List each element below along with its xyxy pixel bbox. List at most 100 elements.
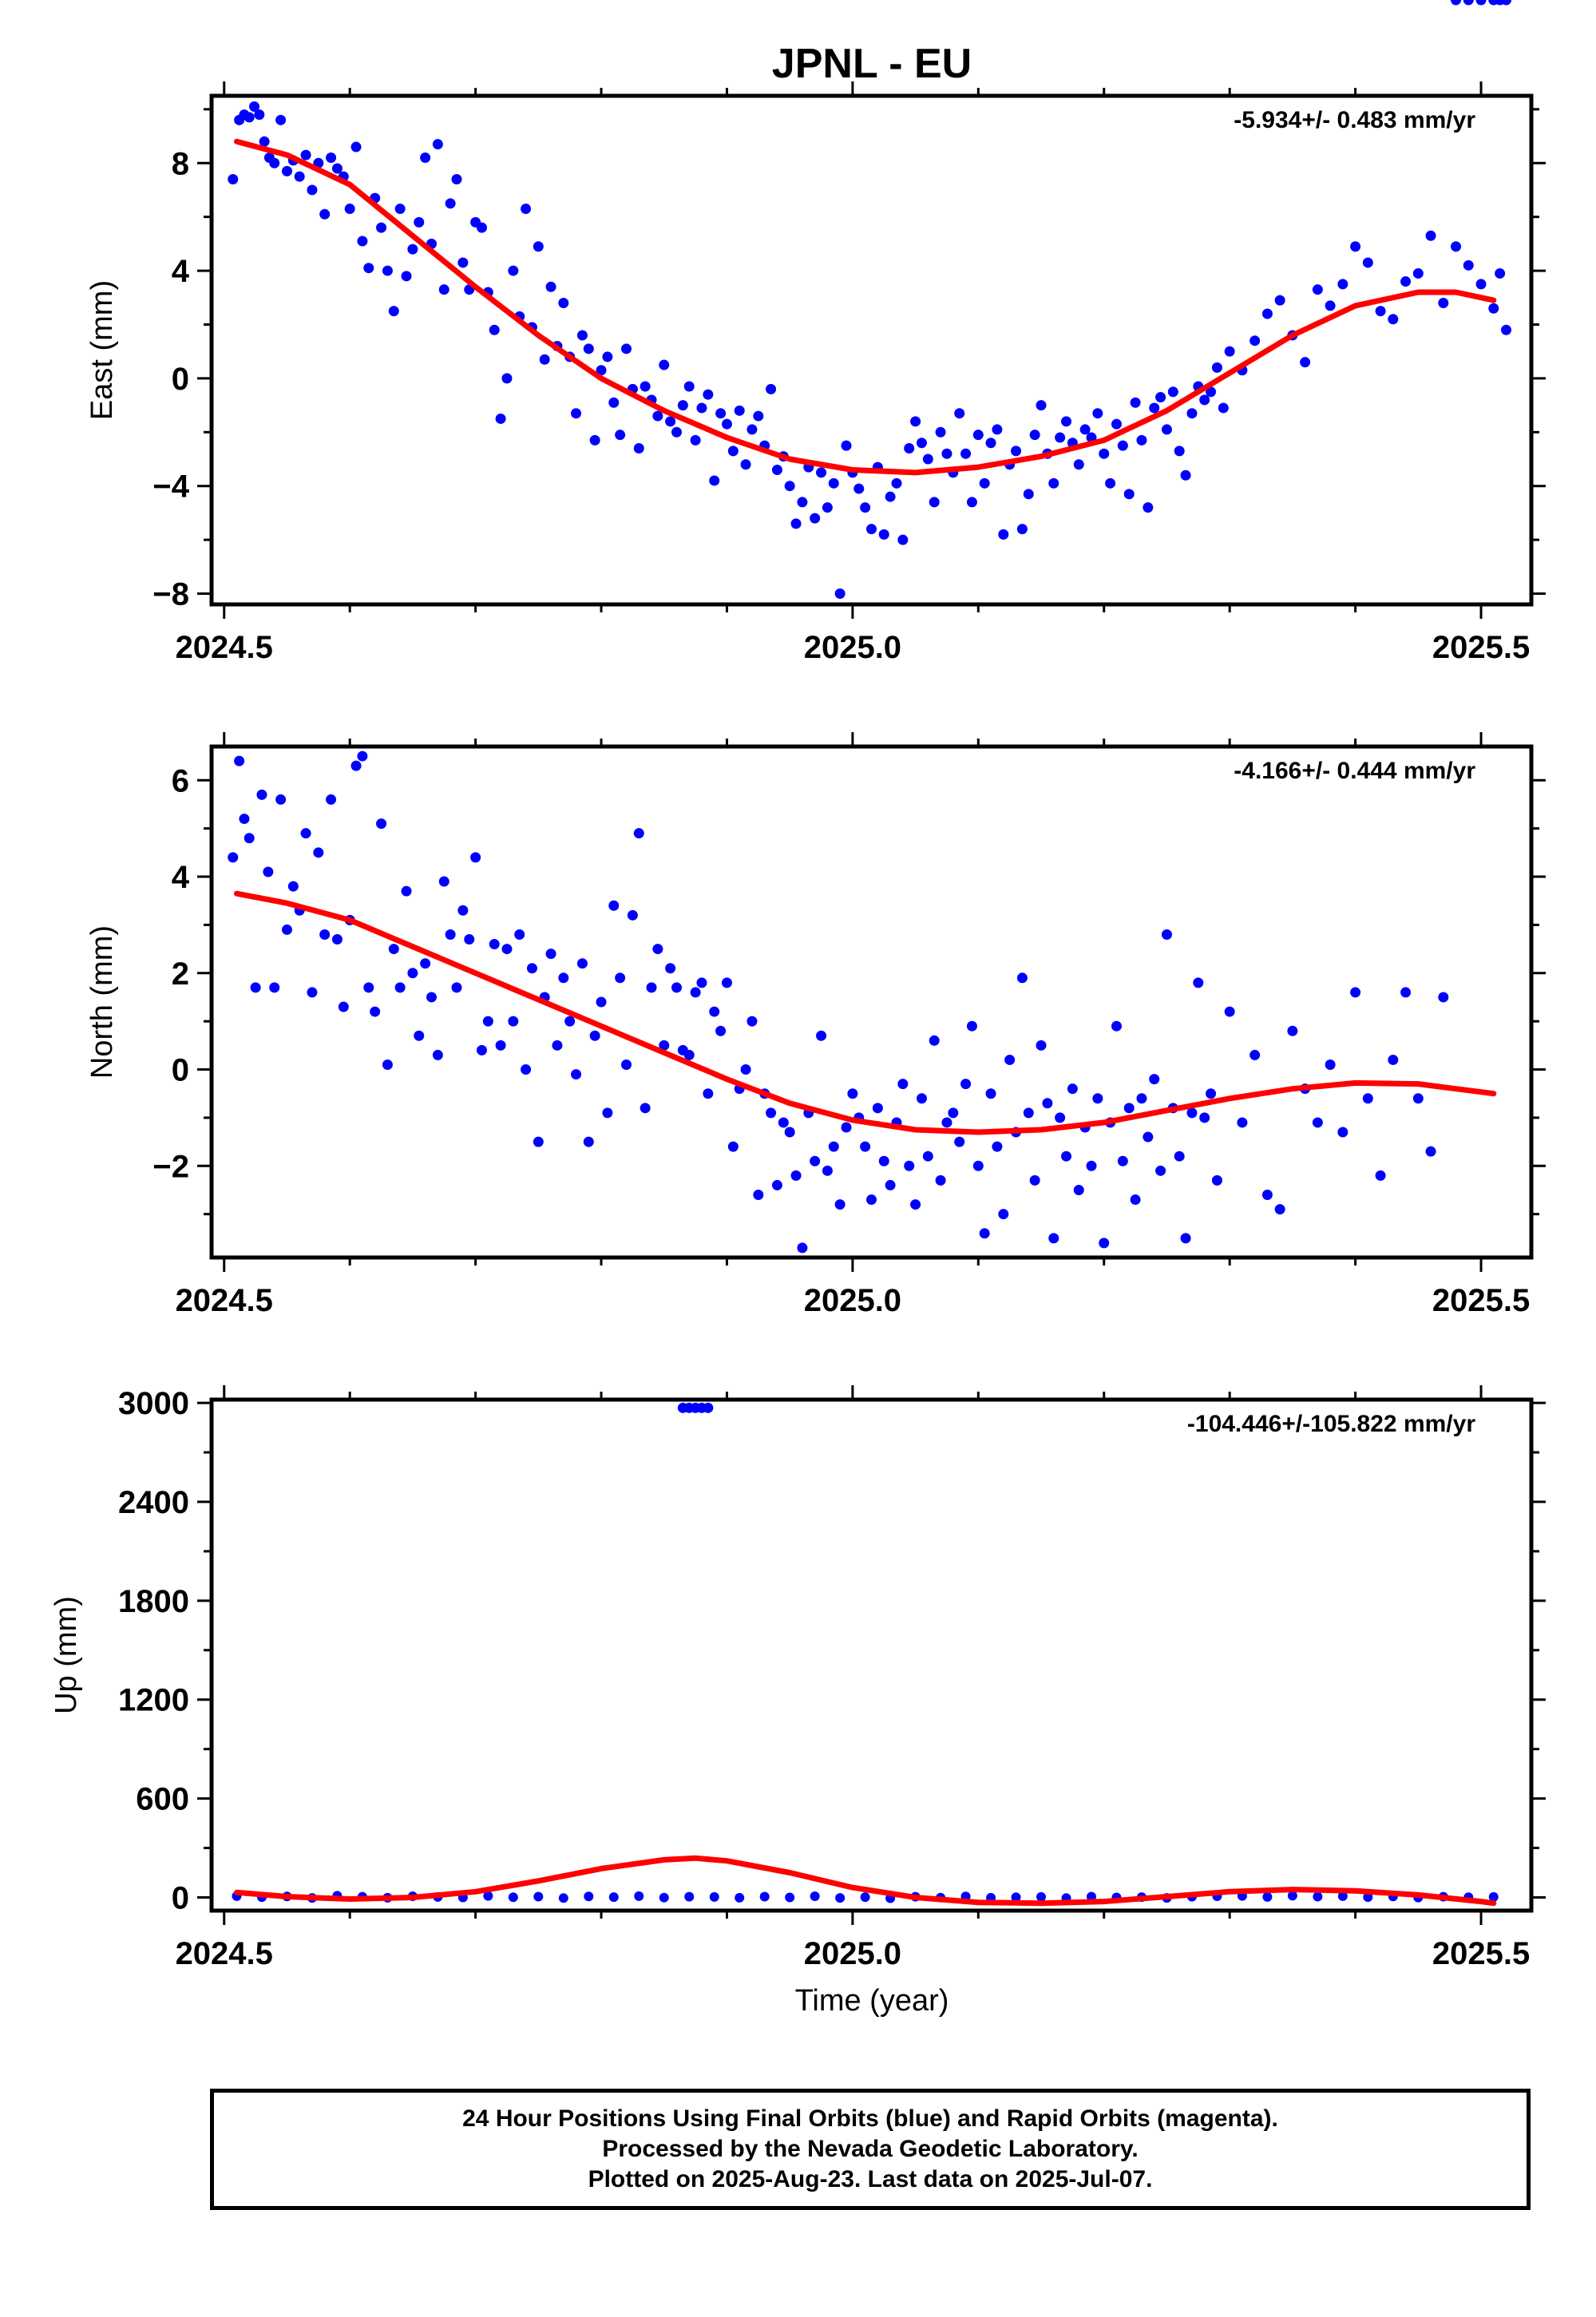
up-plot-frame xyxy=(209,1397,1534,1913)
up-data-point xyxy=(709,1891,719,1902)
east-rate-label: -5.934+/- 0.483 mm/yr xyxy=(1234,107,1475,133)
east-data-point xyxy=(998,529,1009,540)
north-data-point xyxy=(1130,1194,1141,1206)
north-data-point xyxy=(1023,1107,1034,1119)
north-data-point xyxy=(363,982,374,993)
north-data-point xyxy=(1501,0,1512,6)
east-data-point xyxy=(972,430,984,441)
north-data-point xyxy=(740,1064,751,1075)
east-data-point xyxy=(432,139,443,150)
east-data-point xyxy=(929,497,940,508)
east-data-point xyxy=(438,284,449,295)
up-outlier-point xyxy=(703,1402,714,1413)
north-data-point xyxy=(897,1079,909,1090)
north-data-point xyxy=(866,1194,877,1206)
north-data-point xyxy=(683,1049,695,1060)
north-data-point xyxy=(972,1160,984,1171)
north-data-point xyxy=(438,876,449,887)
north-data-point xyxy=(426,992,437,1003)
north-data-point xyxy=(250,982,261,993)
east-data-point xyxy=(445,198,456,209)
north-data-point xyxy=(1161,929,1172,940)
north-data-point xyxy=(482,1016,493,1027)
north-data-point xyxy=(501,944,513,955)
east-data-point xyxy=(709,475,720,486)
up-x-tick-label: 2025.5 xyxy=(1432,1936,1530,1971)
north-data-point xyxy=(1067,1083,1078,1095)
north-data-point xyxy=(489,939,500,950)
east-data-point xyxy=(1111,418,1122,430)
north-data-point xyxy=(1261,1190,1273,1201)
north-data-point xyxy=(1029,1174,1040,1186)
east-data-point xyxy=(1117,440,1128,451)
east-data-point xyxy=(1412,267,1424,279)
east-data-point xyxy=(1036,400,1047,411)
north-data-point xyxy=(621,1059,632,1070)
east-data-point xyxy=(696,402,707,414)
up-data-point xyxy=(1036,1891,1047,1902)
east-data-point xyxy=(665,416,676,427)
east-data-point xyxy=(671,426,682,438)
up-y-tick-label: 3000 xyxy=(118,1386,189,1421)
east-data-point xyxy=(771,464,782,475)
north-data-point xyxy=(1016,972,1028,984)
east-data-point xyxy=(608,397,620,408)
north-plot-frame xyxy=(209,744,1534,1260)
east-data-point xyxy=(1312,284,1323,295)
north-data-point xyxy=(715,1025,727,1036)
north-data-point xyxy=(1249,1049,1261,1060)
north-data-point xyxy=(476,1044,487,1056)
east-data-point xyxy=(1300,357,1311,368)
north-data-point xyxy=(382,1059,393,1070)
north-data-point xyxy=(1149,1074,1160,1085)
east-data-point xyxy=(1061,416,1072,427)
north-data-point xyxy=(659,1040,670,1051)
north-data-point xyxy=(564,1016,576,1027)
north-data-point xyxy=(300,828,311,839)
north-data-point xyxy=(878,1155,889,1166)
north-data-point xyxy=(1237,1117,1248,1128)
north-data-point xyxy=(797,1242,808,1254)
north-data-point xyxy=(319,929,331,940)
east-data-point xyxy=(810,513,821,524)
east-data-point xyxy=(621,343,632,354)
footer-note-box: 24 Hour Positions Using Final Orbits (bl… xyxy=(210,2089,1531,2210)
up-data-point xyxy=(634,1891,644,1901)
north-data-point xyxy=(326,794,337,805)
north-data-point xyxy=(558,972,569,984)
east-data-point xyxy=(1079,424,1091,435)
east-data-point xyxy=(1186,408,1198,419)
east-data-point xyxy=(545,281,556,292)
east-data-point xyxy=(1475,279,1487,290)
east-data-point xyxy=(734,405,745,416)
north-data-point xyxy=(1337,1127,1348,1138)
north-data-point xyxy=(331,934,343,945)
up-x-tick-label: 2025.0 xyxy=(804,1936,901,1971)
north-data-point xyxy=(275,794,287,805)
east-data-point xyxy=(916,438,927,449)
north-data-point xyxy=(966,1020,977,1032)
east-data-point xyxy=(294,171,305,182)
north-y-tick-label: −2 xyxy=(152,1149,189,1184)
north-data-point xyxy=(828,1141,839,1152)
up-data-point xyxy=(1337,1891,1348,1901)
north-data-point xyxy=(370,1006,381,1017)
north-data-point xyxy=(985,1088,996,1099)
east-data-point xyxy=(1337,279,1348,290)
east-data-point xyxy=(1029,430,1040,441)
east-data-point xyxy=(501,373,513,384)
east-data-point xyxy=(1362,257,1373,268)
north-data-point xyxy=(1186,1107,1198,1119)
north-data-point xyxy=(602,1107,613,1119)
north-data-point xyxy=(784,1127,795,1138)
east-data-point xyxy=(583,343,594,354)
north-data-point xyxy=(1136,1093,1147,1104)
east-data-point xyxy=(790,518,802,529)
north-data-point xyxy=(1174,1151,1185,1162)
north-data-point xyxy=(1274,1204,1285,1215)
north-data-point xyxy=(1092,1093,1103,1104)
east-data-point xyxy=(766,383,777,394)
north-data-point xyxy=(571,1069,582,1080)
east-data-point xyxy=(1218,402,1229,414)
north-data-point xyxy=(1438,992,1449,1003)
